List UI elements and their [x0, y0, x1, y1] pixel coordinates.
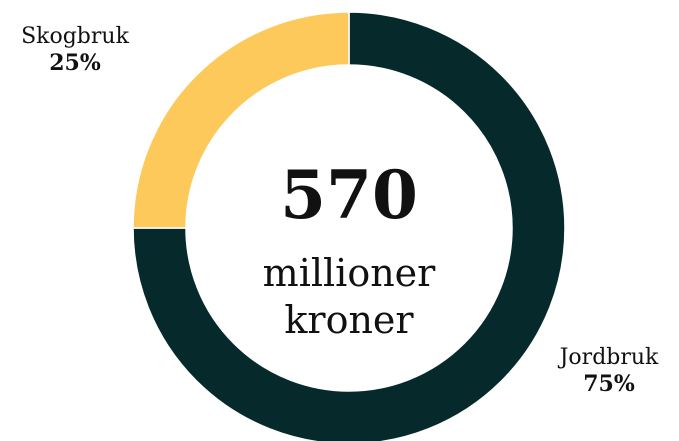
donut-slices	[132, 11, 566, 441]
center-unit-line-2: kroner	[284, 298, 414, 342]
jordbruk-label: Jordbruk	[558, 345, 659, 370]
skogbruk-percent-label: 25%	[49, 50, 101, 76]
donut-slice-jordbruk	[132, 11, 566, 441]
jordbruk-percent-label: 75%	[583, 371, 635, 397]
skogbruk-label: Skogbruk	[21, 24, 129, 49]
donut-slice-skogbruk	[132, 11, 350, 229]
center-unit-line-1: millioner	[263, 251, 436, 295]
center-total-value: 570	[280, 156, 418, 234]
